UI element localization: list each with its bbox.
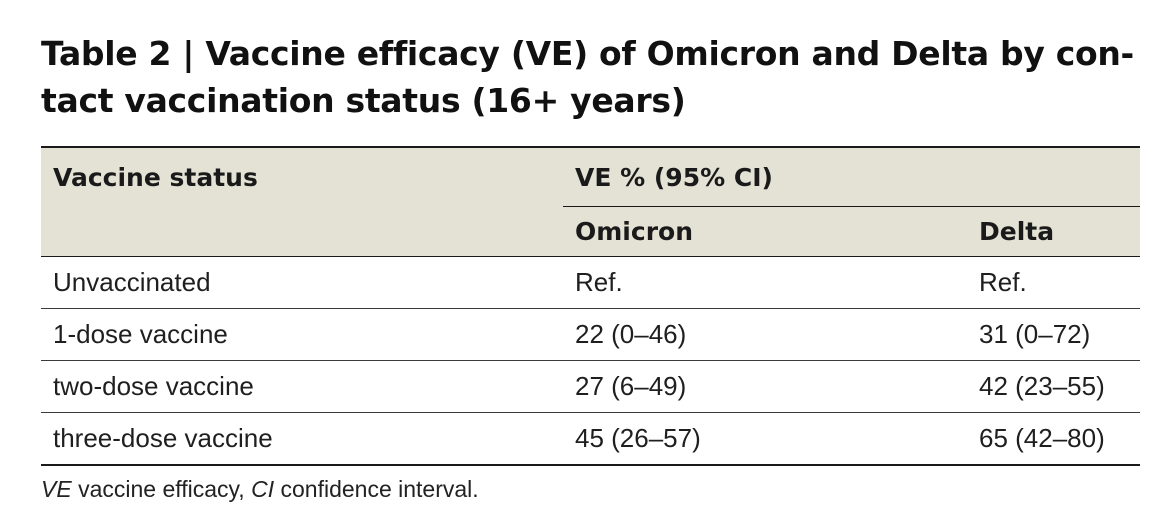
footnote-abbr-ve: VE (41, 476, 72, 502)
cell-omicron: 27 (6–49) (563, 360, 967, 413)
efficacy-table: Vaccine status VE % (95% CI) Omicron Del… (41, 146, 1140, 466)
cell-delta: Ref. (967, 256, 1140, 309)
cell-status: three-dose vaccine (41, 412, 563, 466)
table-body: Unvaccinated Ref. Ref. 1-dose vaccine 22… (41, 256, 1140, 466)
efficacy-table-container: Vaccine status VE % (95% CI) Omicron Del… (41, 146, 1140, 466)
header-vaccine-status: Vaccine status (41, 146, 563, 207)
table-footnote: VE vaccine efficacy, CI confidence inter… (41, 476, 479, 503)
cell-status: Unvaccinated (41, 256, 563, 309)
table-title: Table 2 | Vaccine efficacy (VE) of Omicr… (41, 30, 1151, 124)
header-row-main: Vaccine status VE % (95% CI) (41, 146, 1140, 207)
cell-omicron: 45 (26–57) (563, 412, 967, 466)
cell-status: two-dose vaccine (41, 360, 563, 413)
table-header: Vaccine status VE % (95% CI) Omicron Del… (41, 146, 1140, 257)
table-row: three-dose vaccine 45 (26–57) 65 (42–80) (41, 412, 1140, 466)
header-empty-cell (41, 206, 563, 257)
footnote-def-ci: confidence interval. (274, 476, 479, 502)
header-delta: Delta (967, 206, 1140, 257)
header-ve-group: VE % (95% CI) (563, 146, 1140, 207)
cell-status: 1-dose vaccine (41, 308, 563, 361)
table-row: 1-dose vaccine 22 (0–46) 31 (0–72) (41, 308, 1140, 361)
cell-delta: 31 (0–72) (967, 308, 1140, 361)
table-row: two-dose vaccine 27 (6–49) 42 (23–55) (41, 360, 1140, 413)
footnote-def-ve: vaccine efficacy, (71, 476, 252, 502)
cell-delta: 65 (42–80) (967, 412, 1140, 466)
cell-omicron: Ref. (563, 256, 967, 309)
footnote-abbr-ci: CI (251, 476, 275, 502)
table-row: Unvaccinated Ref. Ref. (41, 256, 1140, 309)
cell-delta: 42 (23–55) (967, 360, 1140, 413)
table-title-line-1: Table 2 | Vaccine efficacy (VE) of Omicr… (41, 34, 1134, 73)
header-row-sub: Omicron Delta (41, 206, 1140, 257)
cell-omicron: 22 (0–46) (563, 308, 967, 361)
table-title-line-2: tact vaccination status (16+ years) (41, 81, 686, 120)
header-omicron: Omicron (563, 206, 967, 257)
